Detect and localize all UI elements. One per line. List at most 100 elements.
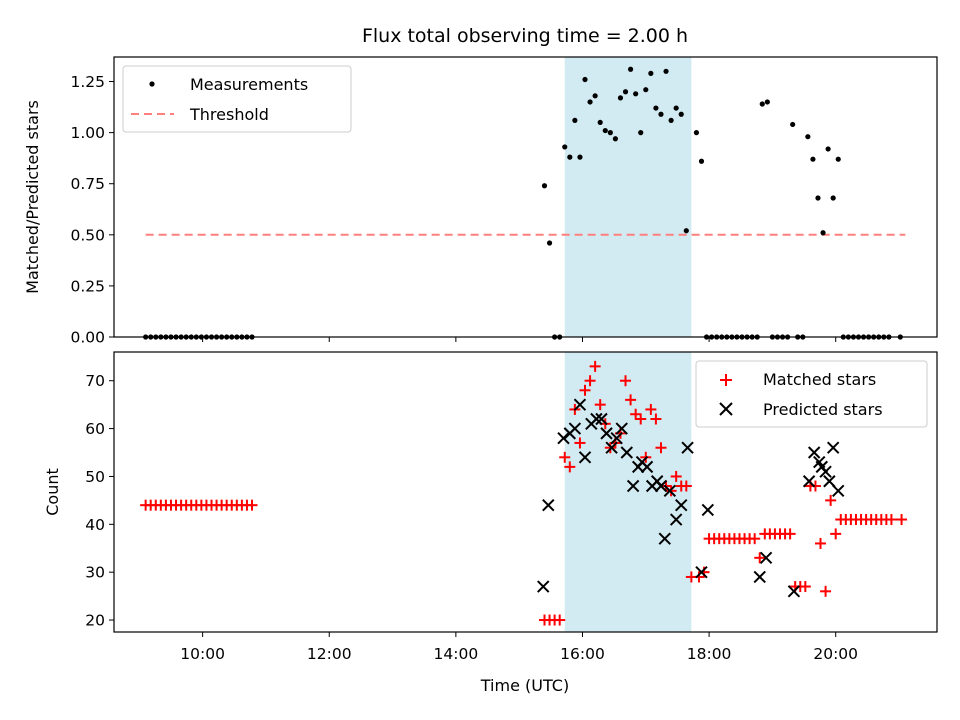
matched-star-point: [579, 384, 591, 396]
predicted-star-point: [669, 513, 683, 526]
predicted-marker-stroke: [681, 441, 694, 454]
matched-star-point: [584, 375, 596, 387]
measurement-point: [627, 66, 634, 72]
legend-predicted-label: Predicted stars: [763, 400, 883, 419]
predicted-marker-stroke: [626, 479, 640, 493]
x-axis-label: Time (UTC): [480, 676, 569, 695]
matched-star-point: [830, 528, 842, 540]
predicted-marker-stroke: [675, 498, 688, 512]
measurement-point: [587, 99, 593, 105]
predicted-marker-stroke: [823, 475, 836, 488]
measurement-point: [693, 130, 700, 136]
measurement-point: [582, 76, 588, 83]
predicted-star-point: [573, 398, 587, 411]
matched-star-point: [896, 514, 908, 526]
bottom-y-tick-label: 60: [85, 420, 105, 438]
predicted-star-point: [615, 422, 628, 435]
predicted-marker-stroke: [753, 570, 766, 584]
matched-star-point: [820, 585, 832, 597]
measurement-point: [790, 121, 796, 128]
predicted-marker-stroke: [807, 446, 821, 459]
predicted-marker-stroke: [832, 484, 845, 498]
top-legend-box: [122, 65, 352, 133]
matched-star-point: [650, 413, 662, 425]
top-axes-frame: [113, 56, 938, 338]
measurement-point: [835, 156, 841, 162]
measurement-point: [607, 130, 613, 136]
measurement-point: [820, 230, 826, 236]
matched-star-point: [620, 375, 632, 387]
matched-star-point: [246, 499, 258, 511]
matched-star-point: [635, 413, 647, 425]
x-tick-label: 10:00: [180, 645, 225, 663]
predicted-star-point: [826, 441, 840, 454]
predicted-star-point: [542, 498, 555, 512]
x-tick-label: 18:00: [687, 645, 732, 663]
measurement-point: [577, 154, 583, 160]
measurement-point: [663, 68, 669, 74]
matched-star-point: [574, 437, 586, 449]
predicted-star-point: [753, 570, 766, 584]
predicted-star-point: [675, 498, 688, 512]
matched-star-point: [825, 494, 837, 506]
predicted-marker-stroke: [787, 585, 801, 598]
bottom-legend: Matched stars Predicted stars: [695, 360, 928, 428]
measurement-point: [597, 119, 603, 126]
predicted-marker-stroke: [802, 475, 816, 488]
matched-star-point: [655, 442, 667, 454]
top-y-axis-label: Matched/Predicted stars: [23, 100, 42, 294]
matched-star-point: [885, 514, 897, 526]
matched-star-point: [564, 461, 576, 473]
predicted-marker-stroke: [654, 479, 668, 493]
bottom-legend-box: [695, 360, 928, 428]
measurement-point: [698, 158, 705, 164]
measurement-point: [592, 93, 598, 99]
top-y-tick-label: 1.25: [70, 73, 105, 91]
bottom-y-tick-label: 30: [85, 564, 105, 582]
measurement-point: [653, 105, 659, 111]
predicted-marker-stroke: [537, 580, 550, 593]
predicted-marker-stroke: [595, 412, 608, 426]
top-y-tick-label: 0.50: [70, 226, 105, 244]
predicted-marker-stroke: [615, 422, 628, 435]
matched-star-point: [749, 533, 761, 545]
measurement-point: [764, 99, 770, 105]
bottom-y-tick-label: 40: [85, 516, 105, 534]
predicted-star-point: [610, 431, 623, 445]
bottom-axes-frame: [113, 351, 938, 633]
predicted-marker-stroke: [695, 565, 708, 579]
predicted-star-points: [537, 398, 845, 598]
top-y-tick-label: 0.25: [70, 277, 105, 295]
predicted-star-point: [759, 551, 773, 565]
predicted-star-point: [663, 484, 677, 498]
legend-measurements-marker: [149, 81, 155, 87]
matched-star-point: [799, 581, 811, 593]
bottom-y-axis-label: Count: [43, 468, 62, 516]
legend-matched-marker: [720, 374, 732, 386]
measurement-point: [617, 95, 624, 101]
x-tick-label: 14:00: [434, 645, 479, 663]
x-tick-label: 16:00: [560, 645, 605, 663]
top-y-tick-label: 0.75: [70, 175, 105, 193]
predicted-marker-stroke: [600, 427, 613, 440]
axis-ticks: 10:00 12:00 14:00 16:00 18:00 20:00 0.00 0.25 0.…: [70, 73, 858, 663]
bottom-y-tick-label: 20: [85, 612, 105, 630]
measurement-point: [567, 154, 573, 160]
predicted-star-point: [568, 422, 582, 435]
predicted-marker-stroke: [819, 465, 832, 478]
predicted-marker-stroke: [620, 446, 633, 459]
matched-star-point: [815, 537, 827, 549]
measurement-point: [683, 228, 689, 234]
predicted-marker-stroke: [578, 451, 592, 464]
predicted-marker-stroke: [542, 498, 555, 512]
x-tick-label: 12:00: [307, 645, 352, 663]
predicted-marker-stroke: [573, 398, 587, 411]
predicted-star-point: [695, 565, 708, 579]
measurement-point: [658, 111, 664, 117]
measurement-point: [612, 136, 618, 142]
measurement-point: [815, 195, 821, 201]
top-legend: Measurements Threshold: [122, 65, 352, 133]
chart-title: Flux total observing time = 2.00 h: [362, 25, 688, 47]
predicted-star-point: [557, 431, 570, 445]
